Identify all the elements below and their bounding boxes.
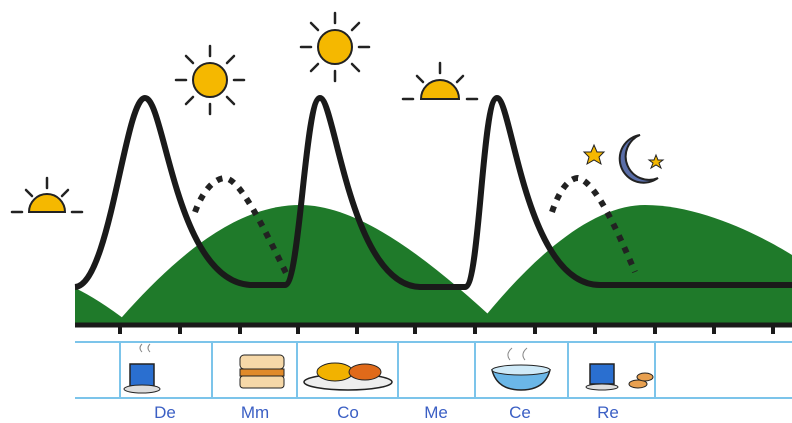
sun-rising	[10, 176, 84, 214]
sun-setting	[401, 61, 479, 101]
ticks	[118, 325, 775, 334]
sun	[174, 44, 246, 116]
curve	[74, 95, 792, 290]
meal-label: Me	[424, 403, 448, 422]
sun	[299, 11, 371, 83]
tea-icon	[585, 363, 654, 391]
dotted-curve	[192, 174, 290, 277]
meal-label: Mm	[241, 403, 269, 422]
hill	[75, 288, 132, 325]
dinner-icon	[303, 362, 393, 391]
hill	[115, 205, 500, 325]
dotted-curve	[549, 174, 638, 274]
moon	[582, 134, 665, 184]
meal-label: Re	[597, 403, 619, 422]
sandwich-icon	[239, 354, 285, 389]
meal-label: De	[154, 403, 176, 422]
meal-label: Co	[337, 403, 359, 422]
meal-label: Ce	[509, 403, 531, 422]
hill	[478, 205, 792, 325]
table-lines	[75, 341, 792, 399]
coffee-icon	[123, 343, 161, 394]
soup-icon	[491, 347, 551, 391]
